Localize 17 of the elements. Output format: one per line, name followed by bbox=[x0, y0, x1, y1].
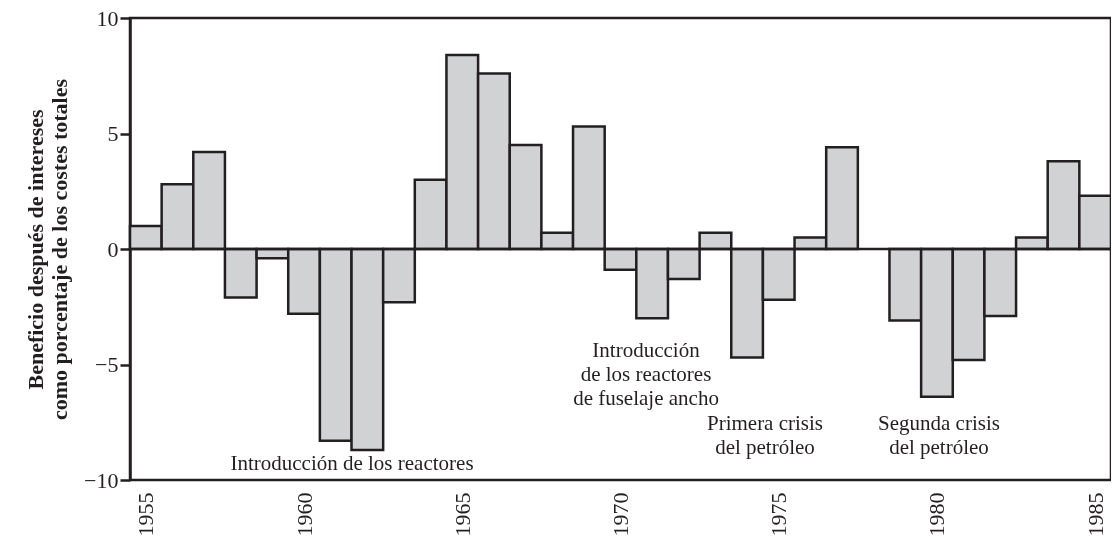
y-tick-label: 5 bbox=[107, 121, 119, 146]
annotation: Introducción de los reactores bbox=[230, 451, 474, 475]
x-tick-label: 1970 bbox=[608, 492, 633, 537]
annotation: Segunda crisis del petróleo bbox=[878, 411, 1000, 459]
y-axis-title: Beneficio después de intereses como porcentaje de los costes totales bbox=[23, 78, 73, 421]
y-tick-label: 0 bbox=[107, 236, 119, 262]
x-tick-label: 1955 bbox=[133, 492, 159, 537]
y-tick-label: −5 bbox=[95, 352, 119, 377]
x-tick-label: 1965 bbox=[449, 492, 475, 537]
y-tick-label: −10 bbox=[84, 467, 119, 493]
x-tick-label: 1980 bbox=[924, 492, 950, 537]
annotation: Primera crisis del petróleo bbox=[706, 411, 824, 459]
x-tick-label: 1960 bbox=[291, 492, 317, 537]
y-tick-label: 10 bbox=[96, 5, 119, 31]
x-tick-label: 1975 bbox=[766, 492, 792, 537]
annotation: Introducción de los reactores de fuselaje ancho bbox=[573, 338, 719, 410]
x-tick-label: 1985 bbox=[1082, 492, 1108, 537]
